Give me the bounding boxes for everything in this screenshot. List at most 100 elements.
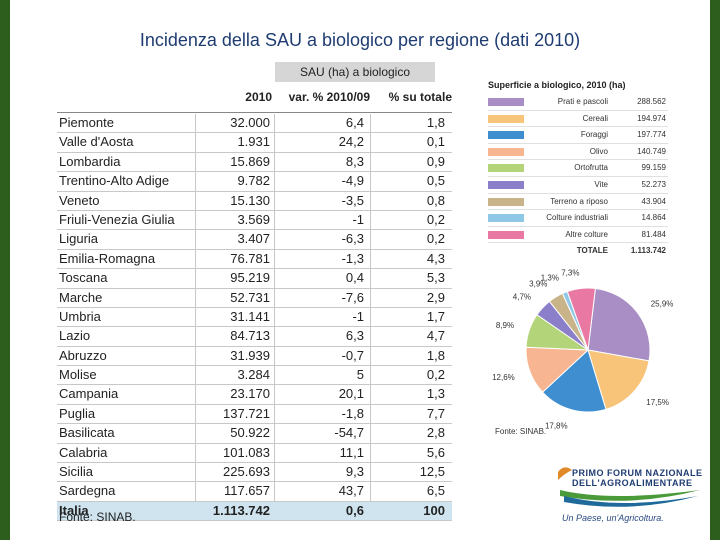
share-value: 0,2 <box>426 211 445 227</box>
table-row: Umbria 31.141 -1 1,7 <box>57 308 452 328</box>
column-header-share: % su totale <box>388 90 452 104</box>
table-row: Liguria 3.407 -6,3 0,2 <box>57 230 452 250</box>
legend-item: Cereali 194.974 <box>488 111 668 128</box>
legend-label: Foraggi <box>580 130 608 140</box>
chart-source: Fonte: SINAB. <box>495 427 547 436</box>
region-name: Liguria <box>59 231 99 247</box>
legend-swatch <box>488 214 524 223</box>
variation-value: -1 <box>352 308 364 324</box>
region-name: Lombardia <box>59 153 121 169</box>
variation-value: -7,6 <box>341 289 364 305</box>
table-row: Sardegna 117.657 43,7 6,5 <box>57 482 452 502</box>
pie-percent-label: 12,6% <box>492 373 515 382</box>
sau-value: 50.922 <box>230 425 270 441</box>
share-value: 1,7 <box>426 308 445 324</box>
variation-value: 9,3 <box>345 464 364 480</box>
share-value: 5,3 <box>426 270 445 286</box>
variation-value: -1,8 <box>341 405 364 421</box>
region-name: Friuli-Venezia Giulia <box>59 211 175 227</box>
table-row: Basilicata 50.922 -54,7 2,8 <box>57 424 452 444</box>
legend-item: Ortofrutta 99.159 <box>488 160 668 177</box>
pie-percent-label: 7,3% <box>561 268 579 277</box>
legend-item: Vite 52.273 <box>488 177 668 194</box>
region-name: Toscana <box>59 270 108 286</box>
region-name: Umbria <box>59 308 101 324</box>
share-value: 0,8 <box>426 192 445 208</box>
table-row: Abruzzo 31.939 -0,7 1,8 <box>57 347 452 367</box>
pie-percent-label: 25,9% <box>651 300 674 309</box>
pie-slice <box>587 349 650 410</box>
sau-value: 1.931 <box>237 134 270 150</box>
sau-value: 137.721 <box>223 405 270 421</box>
table-body: Piemonte 32.000 6,4 1,8 Valle d'Aosta 1.931 24… <box>57 114 452 522</box>
legend-swatch <box>488 131 524 140</box>
legend-swatch <box>488 98 524 106</box>
region-name: Emilia-Romagna <box>59 250 156 266</box>
legend-item: Foraggi 197.774 <box>488 127 668 144</box>
sau-value: 84.713 <box>230 328 270 344</box>
table-source: Fonte: SINAB. <box>59 510 136 524</box>
share-value: 1,8 <box>426 115 445 130</box>
total-region-name: Italia <box>59 502 89 518</box>
column-header-2010: 2010 <box>245 90 272 104</box>
share-value: 1,3 <box>426 386 445 402</box>
table-row: Valle d'Aosta 1.931 24,2 0,1 <box>57 133 452 153</box>
share-value: 4,3 <box>426 250 445 266</box>
forum-logo: PRIMO FORUM NAZIONALE DELL'AGROALIMENTAR… <box>550 460 710 530</box>
share-value: 12,5 <box>419 464 445 480</box>
variation-value: 20,1 <box>338 386 364 402</box>
variation-value: 6,3 <box>345 328 364 344</box>
variation-value: 0,4 <box>345 270 364 286</box>
share-value: 2,8 <box>426 425 445 441</box>
share-value: 0,2 <box>426 231 445 247</box>
region-name: Valle d'Aosta <box>59 134 134 150</box>
region-name: Piemonte <box>59 115 114 130</box>
sau-value: 31.141 <box>230 308 270 324</box>
region-name: Sicilia <box>59 464 93 480</box>
table-row: Trentino-Alto Adige 9.782 -4,9 0,5 <box>57 172 452 192</box>
variation-value: 5 <box>356 367 364 383</box>
legend-label: Altre colture <box>565 229 608 239</box>
table-row: Sicilia 225.693 9,3 12,5 <box>57 463 452 483</box>
table-row: Piemonte 32.000 6,4 1,8 <box>57 114 452 134</box>
variation-value: 8,3 <box>345 153 364 169</box>
share-value: 0,1 <box>426 134 445 150</box>
table-row: Molise 3.284 5 0,2 <box>57 366 452 386</box>
variation-value: -6,3 <box>341 231 364 247</box>
pie-percent-label: 1,3% <box>541 274 559 283</box>
variation-value: -1,3 <box>341 250 364 266</box>
sau-value: 9.782 <box>237 173 270 189</box>
total-variation-value: 0,6 <box>345 502 364 518</box>
legend-swatch <box>488 180 524 189</box>
sau-value: 225.693 <box>223 464 270 480</box>
table-row: Campania 23.170 20,1 1,3 <box>57 385 452 405</box>
table-row: Veneto 15.130 -3,5 0,8 <box>57 192 452 211</box>
pie-percent-label: 17,5% <box>646 398 669 407</box>
sau-value: 101.083 <box>223 444 270 460</box>
legend-item: Prati e pascoli 288.562 <box>488 94 668 111</box>
region-name: Basilicata <box>59 425 115 441</box>
sau-value: 3.569 <box>237 211 270 227</box>
region-name: Puglia <box>59 405 96 421</box>
share-value: 6,5 <box>426 483 445 499</box>
logo-swoosh-icon <box>558 467 700 507</box>
legend-item: Olivo 140.749 <box>488 144 668 161</box>
share-value: 0,5 <box>426 173 445 189</box>
pie-percent-label: 8,9% <box>496 321 514 330</box>
region-name: Molise <box>59 367 97 383</box>
table-row: Marche 52.731 -7,6 2,9 <box>57 289 452 308</box>
variation-value: 24,2 <box>338 134 364 150</box>
region-name: Trentino-Alto Adige <box>59 173 170 189</box>
legend-title: Superficie a biologico, 2010 (ha) <box>488 80 626 90</box>
chart-legend: Superficie a biologico, 2010 (ha) Prati … <box>488 80 668 259</box>
slide-title: Incidenza della SAU a biologico per regi… <box>139 30 581 50</box>
sau-value: 15.869 <box>230 153 270 169</box>
table-row: Puglia 137.721 -1,8 7,7 <box>57 405 452 425</box>
variation-value: -1 <box>352 211 364 227</box>
variation-value: -54,7 <box>334 425 364 441</box>
logo-line-1: PRIMO FORUM NAZIONALE <box>572 468 703 478</box>
legend-label: Colture industriali <box>546 213 608 223</box>
sau-value: 32.000 <box>230 115 270 130</box>
sau-value: 76.781 <box>230 250 270 266</box>
column-divider <box>274 114 275 502</box>
